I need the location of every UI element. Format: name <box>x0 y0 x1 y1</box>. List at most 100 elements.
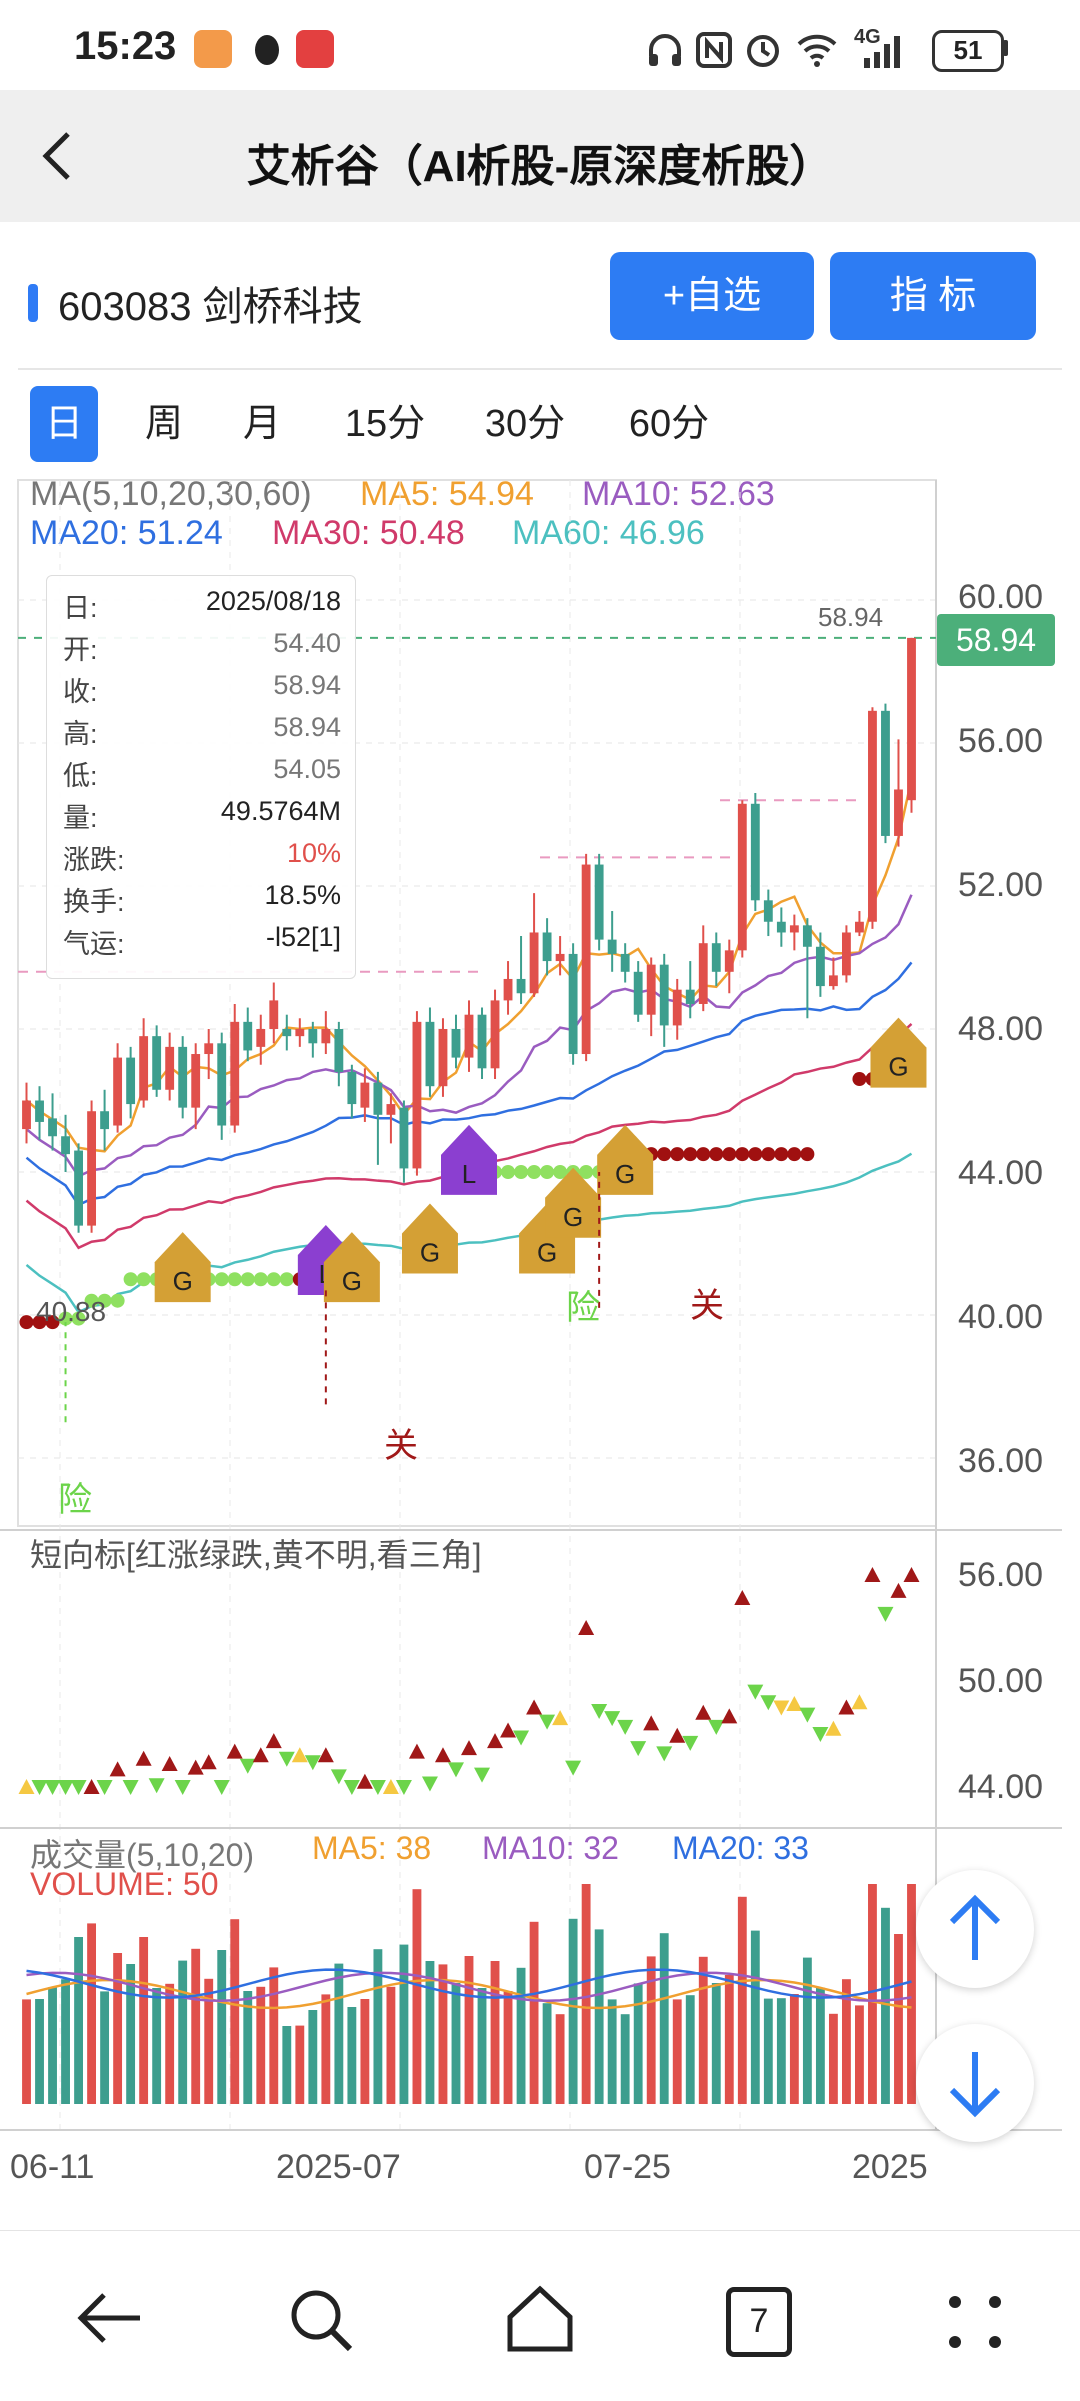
price-tooltip: 日: 2025/08/18 开: 54.40 收: 58.94 高: 58.94 低: 5… <box>46 575 356 979</box>
more-icon[interactable] <box>940 2287 1010 2357</box>
candle-body <box>828 975 838 987</box>
short-indicator-triangle <box>695 1704 712 1720</box>
x-tick: 2025-07 <box>276 2148 401 2186</box>
short-indicator-triangle <box>135 1750 152 1766</box>
chevron-left-icon <box>42 132 70 180</box>
l-signal-tag-text: L <box>462 1159 476 1189</box>
volume-bar <box>503 1991 513 2104</box>
short-indicator-title: 短向标[红涨绿跌,黄不明,看三角] <box>30 1537 482 1573</box>
tooltip-key: 日: <box>63 593 98 623</box>
volume-bar <box>100 1991 110 2104</box>
y-tick-56: 56.00 <box>958 722 1044 760</box>
kline-chart[interactable]: GLGGLGGGG <box>0 470 1080 2150</box>
volume-bar <box>646 1956 656 2104</box>
short-indicator-triangle <box>617 1719 634 1735</box>
scroll-up-button[interactable] <box>916 1870 1034 1988</box>
tooltip-key: 收: <box>63 677 98 707</box>
short-y-tick-44: 44.00 <box>958 1768 1044 1806</box>
candle-body <box>555 953 565 962</box>
short-indicator-triangle <box>513 1730 530 1746</box>
candle-body <box>178 1046 188 1108</box>
signal-dot <box>514 1165 529 1179</box>
signal-dot <box>683 1147 698 1162</box>
short-indicator-triangle <box>825 1720 842 1736</box>
short-indicator-triangle <box>721 1708 738 1724</box>
x-tick: 07-25 <box>584 2148 671 2186</box>
battery-level: 51 <box>953 35 983 65</box>
volume-bar <box>334 1963 344 2104</box>
signal-dot <box>501 1165 516 1179</box>
scroll-down-button[interactable] <box>916 2024 1034 2142</box>
short-indicator-triangle <box>526 1699 543 1715</box>
candle-body <box>776 921 786 933</box>
y-tick-40: 40.00 <box>958 1298 1044 1336</box>
volume-bar <box>516 1967 526 2104</box>
candle-body <box>620 953 630 972</box>
app-notification-icon <box>194 30 232 68</box>
y-tick-60: 60.00 <box>958 578 1044 616</box>
candle-body <box>490 1000 500 1069</box>
tab-day[interactable]: 日 <box>30 386 98 462</box>
back-arrow-icon[interactable] <box>70 2283 150 2353</box>
short-indicator-triangle <box>252 1747 269 1763</box>
short-indicator-triangle <box>408 1743 425 1759</box>
candle-body <box>503 978 513 1001</box>
tabs-button[interactable]: 7 <box>726 2287 792 2357</box>
candle-body <box>815 946 825 987</box>
candle-body <box>855 921 864 933</box>
g-signal-tag <box>870 1017 927 1088</box>
volume-bar <box>74 1937 83 2104</box>
candle-body <box>711 943 721 972</box>
short-indicator-triangle <box>812 1727 829 1742</box>
short-indicator-triangle <box>330 1769 347 1785</box>
short-indicator-triangle <box>447 1762 464 1778</box>
candle-body <box>737 803 747 951</box>
risk-signal-1: 险 <box>58 1481 92 1519</box>
candle-body <box>139 1036 149 1101</box>
volume-bar <box>815 1987 825 2104</box>
candle-body <box>204 1043 214 1055</box>
signal-dot <box>266 1272 281 1287</box>
signal-dot <box>709 1147 724 1162</box>
candle-body <box>373 1082 383 1115</box>
tooltip-row: 气运: -l52[1] <box>63 922 353 964</box>
signal-dot <box>774 1147 789 1162</box>
search-icon[interactable] <box>282 2281 362 2361</box>
back-button[interactable] <box>30 120 90 190</box>
app-header: 艾析谷（AI析股-原深度析股） <box>0 90 1080 222</box>
volume-bar <box>828 2013 838 2104</box>
volume-bar <box>451 1983 461 2104</box>
short-indicator-triangle <box>434 1747 451 1763</box>
y-tick-48: 48.00 <box>958 1010 1044 1048</box>
tooltip-row: 换手: 18.5% <box>63 880 353 922</box>
signal-dot <box>670 1147 685 1162</box>
volume-bar <box>724 1975 734 2104</box>
tab-60min[interactable]: 60分 <box>628 403 710 445</box>
short-indicator-triangle <box>474 1767 491 1783</box>
indicator-button[interactable]: 指 标 <box>830 252 1036 340</box>
candle-body <box>295 1029 305 1037</box>
candle-body <box>646 964 656 1015</box>
candle-body <box>321 1029 331 1044</box>
candle-body <box>724 950 734 972</box>
short-indicator-triangle <box>161 1756 178 1772</box>
candle-body <box>87 1111 97 1226</box>
signal-dot <box>45 1315 60 1330</box>
short-indicator-triangle <box>18 1779 35 1794</box>
volume-bar <box>685 1995 695 2104</box>
tab-30min[interactable]: 30分 <box>484 403 566 445</box>
short-indicator-triangle <box>148 1778 165 1794</box>
tab-month[interactable]: 月 <box>242 403 281 445</box>
tab-15min[interactable]: 15分 <box>344 403 426 445</box>
home-icon[interactable] <box>500 2279 580 2359</box>
short-indicator-triangle <box>122 1780 139 1795</box>
short-indicator-triangle <box>799 1707 816 1723</box>
battery-icon: 51 <box>932 30 1004 72</box>
candle-body <box>698 943 708 1004</box>
signal-dot <box>214 1272 229 1287</box>
short-indicator-triangle <box>786 1695 803 1711</box>
signal-dot <box>97 1293 112 1308</box>
add-watchlist-button[interactable]: +自选 <box>610 252 814 340</box>
tab-week[interactable]: 周 <box>144 403 183 445</box>
g-signal-tag <box>323 1232 380 1303</box>
